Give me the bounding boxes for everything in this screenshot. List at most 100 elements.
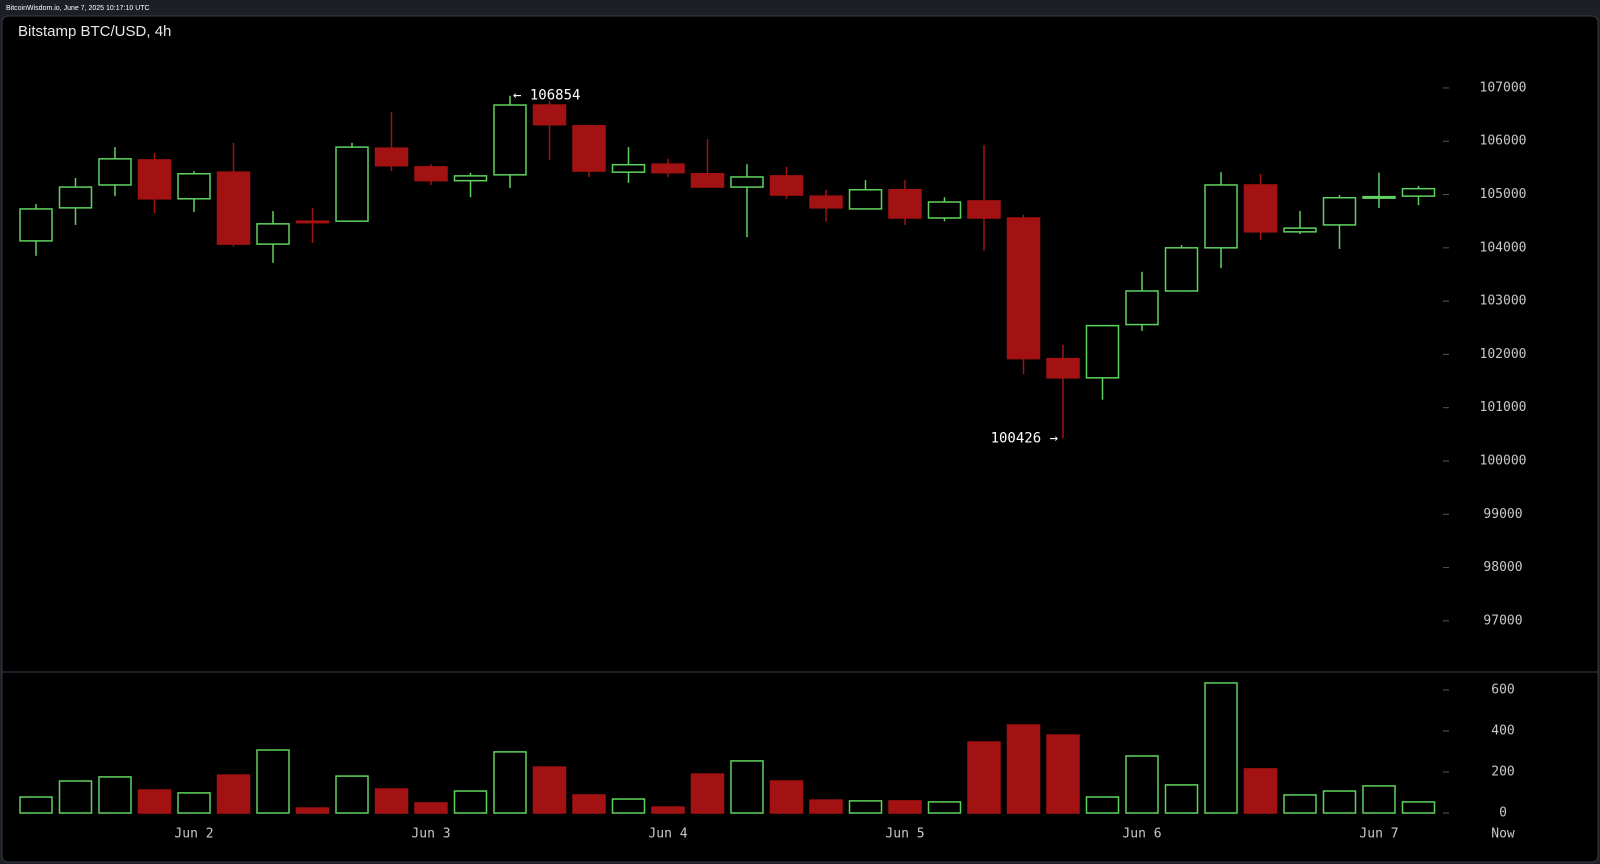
volume-bar	[1006, 724, 1041, 814]
y-tick-label: 600	[1491, 682, 1514, 697]
candle-body	[58, 186, 93, 209]
volume-bar	[1125, 755, 1159, 814]
top-bar	[0, 0, 1600, 16]
candle-body	[532, 104, 567, 126]
annotation: ← 106854	[513, 88, 580, 104]
y-tick-label: 0	[1499, 806, 1507, 821]
volume-bar	[98, 776, 132, 814]
x-tick-label: Jun 3	[411, 827, 450, 842]
x-tick-label: Jun 5	[885, 827, 924, 842]
volume-bar	[1322, 790, 1357, 814]
volume-bar	[690, 773, 725, 814]
volume-bar	[58, 780, 93, 814]
candle-body	[1085, 324, 1120, 379]
candle-body	[1164, 247, 1199, 292]
candle-body	[769, 175, 804, 196]
candle-body	[1125, 290, 1159, 326]
y-tick-label: 400	[1491, 723, 1514, 738]
candle-body	[177, 173, 211, 200]
volume-bar	[295, 807, 330, 814]
volume-bar	[1164, 784, 1199, 814]
y-tick-label: 200	[1491, 764, 1514, 779]
volume-bar	[967, 741, 1001, 814]
candle-body	[1283, 227, 1317, 233]
volume-bar	[335, 775, 369, 814]
x-tick-label: Jun 2	[174, 827, 213, 842]
volume-bar	[19, 796, 53, 814]
candle-body	[927, 201, 962, 219]
candle-body	[374, 147, 409, 167]
volume-bar	[730, 760, 764, 814]
candle-body	[888, 188, 922, 219]
y-tick-label: 105000	[1480, 187, 1527, 202]
candle-body	[1401, 187, 1436, 197]
candle-body	[967, 200, 1001, 219]
x-end-label: Now	[1491, 827, 1515, 842]
candle-body	[414, 166, 448, 182]
volume-bar	[848, 800, 883, 814]
candle-body	[1006, 217, 1041, 360]
y-tick-label: 106000	[1480, 134, 1527, 149]
candle-body	[1243, 184, 1278, 233]
volume-bar	[1362, 785, 1396, 814]
volume-bar	[414, 802, 448, 814]
y-tick-label: 98000	[1483, 560, 1522, 575]
y-tick-label: 101000	[1480, 400, 1527, 415]
candle-body	[335, 146, 369, 222]
y-tick-label: 100000	[1480, 453, 1527, 468]
volume-bar	[651, 806, 685, 814]
candle-body	[651, 163, 685, 174]
candle-body	[256, 223, 290, 245]
candle-body	[137, 159, 172, 200]
volume-bar	[177, 792, 211, 814]
x-tick-label: Jun 6	[1122, 827, 1161, 842]
chart-frame	[1, 15, 1599, 863]
candle-body	[493, 104, 527, 176]
candle-body	[1362, 195, 1396, 199]
volume-bar	[532, 766, 567, 814]
candle-body	[19, 208, 53, 242]
candle-body	[809, 195, 843, 209]
volume-bar	[493, 751, 527, 814]
volume-bar	[1046, 734, 1080, 814]
candle-body	[572, 125, 606, 172]
candle-body	[730, 176, 764, 188]
volume-bar	[256, 749, 290, 814]
volume-bar	[453, 790, 488, 814]
volume-bar	[374, 788, 409, 814]
volume-bar	[1401, 801, 1436, 814]
x-tick-label: Jun 4	[648, 827, 687, 842]
annotation: 100426 →	[991, 430, 1058, 446]
candle-body	[848, 188, 883, 210]
candle-body	[690, 173, 725, 188]
volume-bar	[1283, 794, 1317, 814]
candle-body	[611, 163, 646, 173]
y-tick-label: 97000	[1483, 613, 1522, 628]
volume-bar	[1085, 796, 1120, 814]
candle-body	[453, 175, 488, 182]
volume-bar	[611, 798, 646, 814]
volume-bar	[809, 799, 843, 814]
y-tick-label: 107000	[1480, 80, 1527, 95]
candle-body	[1322, 196, 1357, 226]
candle-body	[1204, 184, 1238, 249]
y-tick-label: 104000	[1480, 240, 1527, 255]
candle-body	[98, 158, 132, 186]
volume-bar	[888, 800, 922, 814]
volume-bar	[1243, 768, 1278, 814]
candle-body	[1046, 357, 1080, 379]
candle-body	[295, 220, 330, 224]
volume-bar	[927, 801, 962, 814]
x-tick-label: Jun 7	[1359, 827, 1398, 842]
y-tick-label: 102000	[1480, 347, 1527, 362]
source-label: BitcoinWisdom.io, June 7, 2025 10:17:10 …	[6, 5, 150, 12]
y-tick-label: 99000	[1483, 507, 1522, 522]
volume-bar	[572, 794, 606, 814]
volume-bar	[137, 789, 172, 814]
y-tick-label: 103000	[1480, 294, 1527, 309]
volume-bar	[216, 774, 251, 814]
volume-bar	[769, 780, 804, 814]
candle-body	[216, 171, 251, 245]
volume-bar	[1204, 682, 1238, 814]
